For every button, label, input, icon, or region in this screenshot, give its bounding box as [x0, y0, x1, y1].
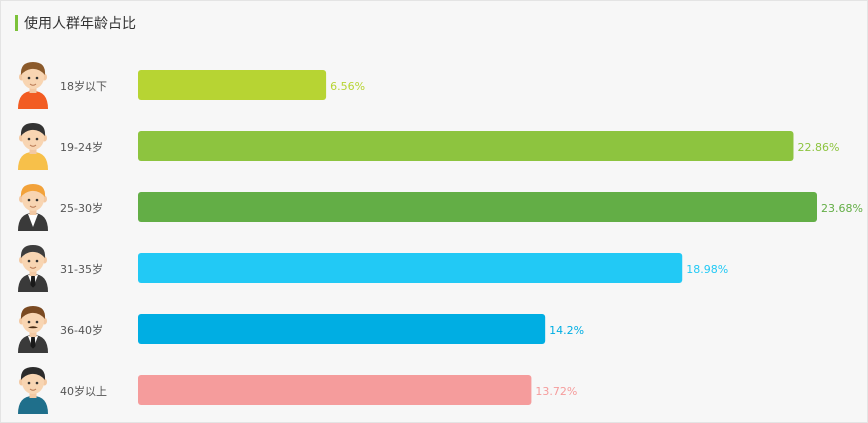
avatar-face — [22, 248, 44, 272]
bar — [138, 70, 327, 100]
category-label: 36-40岁 — [60, 323, 103, 337]
avatar-body — [18, 152, 48, 170]
value-label: 23.68% — [821, 202, 863, 215]
avatar-face — [22, 65, 44, 89]
boy-yellow-shirt-avatar-icon — [18, 123, 48, 170]
bar — [138, 192, 817, 222]
avatar-eye — [27, 198, 31, 202]
avatar-eye — [35, 198, 39, 202]
avatar-eye — [35, 320, 39, 324]
bar — [138, 314, 546, 344]
chart-row: 18岁以下 6.56% — [18, 62, 365, 109]
avatar-eye — [27, 381, 31, 385]
avatar-tie — [30, 276, 36, 288]
chart-row: 36-40岁 14.2% — [18, 306, 584, 353]
avatar-face — [22, 187, 44, 211]
category-label: 40岁以上 — [60, 384, 107, 398]
chart-header: 使用人群年龄占比 — [15, 13, 136, 33]
avatar-mouth — [29, 388, 37, 391]
avatar-body — [18, 91, 48, 109]
avatar-eye — [27, 259, 31, 263]
category-label: 18岁以下 — [60, 79, 107, 93]
man-mustache-suit-avatar-icon — [18, 306, 48, 353]
chart-title: 使用人群年龄占比 — [24, 16, 136, 32]
avatar-neck — [29, 209, 37, 215]
avatar-eye — [27, 76, 31, 80]
avatar-face — [22, 370, 44, 394]
chart-row: 40岁以上 13.72% — [18, 367, 577, 414]
avatar-eye — [35, 381, 39, 385]
avatar-mouth — [29, 266, 37, 269]
avatar-body — [18, 396, 48, 414]
boy-orange-shirt-avatar-icon — [18, 62, 48, 109]
avatar-neck — [29, 331, 37, 337]
avatar-neck — [29, 148, 37, 154]
man-blond-suit-avatar-icon — [18, 184, 48, 231]
bar — [138, 253, 683, 283]
avatar-tie — [30, 337, 36, 349]
avatar-collar — [28, 214, 38, 227]
avatar-hair — [20, 245, 46, 258]
avatar-eye — [35, 137, 39, 141]
value-label: 22.86% — [797, 141, 839, 154]
avatar-hair — [20, 367, 46, 380]
avatar-eye — [27, 320, 31, 324]
avatar-hair — [20, 62, 46, 75]
bar — [138, 131, 794, 161]
category-label: 31-35岁 — [60, 262, 103, 276]
category-label: 25-30岁 — [60, 201, 103, 215]
avatar-face — [22, 309, 44, 333]
avatar-face — [22, 126, 44, 150]
man-blue-shirt-avatar-icon — [18, 367, 48, 414]
avatar-hair — [20, 123, 46, 136]
bar — [138, 375, 532, 405]
title-accent-bar — [15, 15, 18, 31]
avatar-eye — [35, 259, 39, 263]
avatar-hair — [20, 306, 46, 319]
avatar-mouth — [29, 83, 37, 86]
value-label: 6.56% — [330, 80, 365, 93]
chart-row: 31-35岁 18.98% — [18, 245, 728, 292]
avatar-neck — [29, 270, 37, 276]
avatar-hair — [20, 184, 46, 197]
avatar-neck — [29, 87, 37, 93]
avatar-mustache — [28, 326, 38, 329]
value-label: 18.98% — [686, 263, 728, 276]
avatar-eye — [27, 137, 31, 141]
value-label: 14.2% — [549, 324, 584, 337]
chart-row: 19-24岁 22.86% — [18, 123, 839, 170]
avatar-mouth — [29, 205, 37, 208]
avatar-eye — [35, 76, 39, 80]
value-label: 13.72% — [535, 385, 577, 398]
chart-row: 25-30岁 23.68% — [18, 184, 863, 231]
man-dark-suit-avatar-icon — [18, 245, 48, 292]
category-label: 19-24岁 — [60, 140, 103, 154]
avatar-neck — [29, 392, 37, 398]
avatar-mouth — [29, 144, 37, 147]
